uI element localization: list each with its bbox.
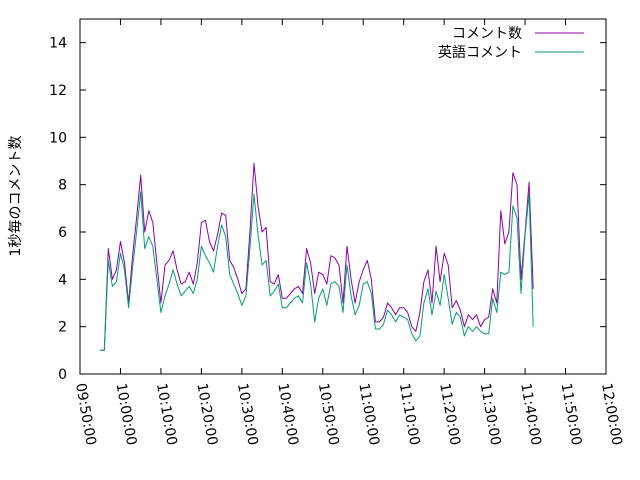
legend-label: コメント数 [452, 26, 522, 42]
y-tick-label: 12 [49, 83, 67, 99]
x-tick-label: 10:40:00 [274, 382, 301, 447]
x-axis-ticks: 09:50:00 10:00:00 10:10:00 10:20:00 10:30:00… [72, 19, 625, 447]
y-tick-label: 6 [58, 225, 67, 241]
y-axis-label: 1秒毎のコメント数 [8, 136, 24, 257]
y-tick-label: 0 [58, 367, 67, 383]
series-lines [100, 162, 534, 351]
x-tick-label: 11:40:00 [517, 382, 544, 447]
plot-area-frame [79, 18, 607, 375]
x-tick-label: 10:20:00 [193, 382, 220, 447]
y-tick-label: 2 [58, 320, 67, 336]
x-tick-label: 10:10:00 [153, 382, 180, 447]
x-tick-label: 11:20:00 [436, 382, 463, 447]
x-tick-label: 10:50:00 [315, 382, 342, 447]
y-tick-label: 14 [49, 36, 67, 52]
y-tick-label: 8 [58, 178, 67, 194]
y-tick-label: 10 [49, 130, 67, 146]
x-tick-label: 10:00:00 [113, 382, 140, 447]
y-axis-ticks: 0 2 4 6 8 10 12 14 [49, 36, 606, 383]
series-line-1 [100, 162, 534, 351]
x-tick-label: 11:10:00 [396, 382, 423, 447]
series-line-2 [100, 191, 534, 351]
x-tick-label: 09:50:00 [72, 382, 99, 447]
x-tick-label: 11:30:00 [477, 382, 504, 447]
x-tick-label: 11:00:00 [355, 382, 382, 447]
x-tick-label: 12:00:00 [598, 382, 625, 447]
y-tick-label: 4 [58, 272, 67, 288]
x-tick-label: 11:50:00 [558, 382, 585, 447]
legend-label: 英語コメント [438, 44, 522, 61]
x-tick-label: 10:30:00 [234, 382, 261, 447]
